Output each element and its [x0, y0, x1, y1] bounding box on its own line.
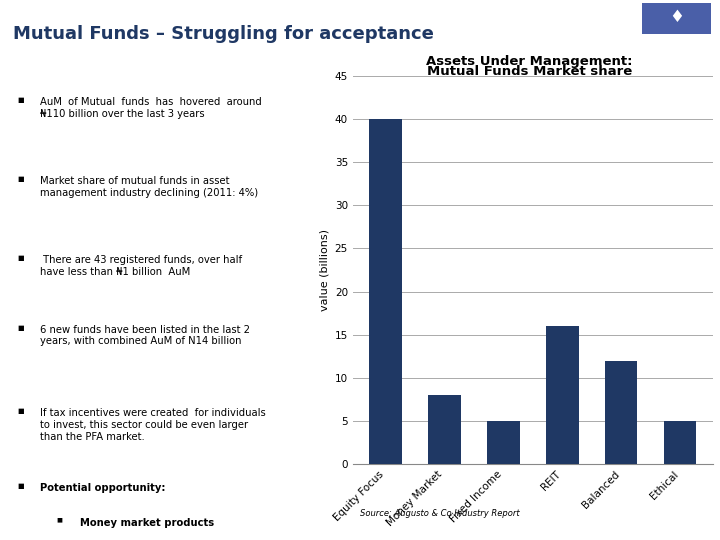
Text: Capital: Capital: [666, 52, 688, 57]
Text: Assets Under Management:: Assets Under Management:: [426, 55, 632, 68]
Text: ■: ■: [17, 408, 24, 415]
Text: Mutual Funds Market share: Mutual Funds Market share: [426, 65, 632, 78]
Text: ■: ■: [17, 97, 24, 103]
Text: ■: ■: [57, 517, 63, 523]
Text: ■: ■: [17, 325, 24, 331]
Bar: [428, 395, 461, 464]
Bar: [605, 361, 637, 464]
Text: Mutual Funds – Struggling for acceptance: Mutual Funds – Struggling for acceptance: [13, 25, 433, 43]
Text: ♦: ♦: [670, 9, 684, 26]
Text: 6 new funds have been listed in the last 2
years, with combined AuM of N14 billi: 6 new funds have been listed in the last…: [40, 325, 251, 347]
Text: AuM  of Mutual  funds  has  hovered  around
₦110 billion over the last 3 years: AuM of Mutual funds has hovered around ₦…: [40, 97, 262, 119]
Text: There are 43 registered funds, over half
have less than ₦1 billion  AuM: There are 43 registered funds, over half…: [40, 255, 243, 277]
Bar: [642, 3, 711, 34]
Text: ■: ■: [17, 255, 24, 261]
Text: ■: ■: [17, 176, 24, 183]
Text: Money market products: Money market products: [80, 517, 214, 528]
Y-axis label: value (billions): value (billions): [319, 229, 329, 311]
Bar: [546, 326, 578, 464]
Text: Market share of mutual funds in asset
management industry declining (2011: 4%): Market share of mutual funds in asset ma…: [40, 176, 258, 198]
Bar: [664, 421, 696, 464]
Text: ■: ■: [17, 483, 24, 489]
Bar: [487, 421, 520, 464]
Text: Potential opportunity:: Potential opportunity:: [40, 483, 166, 493]
Bar: [369, 119, 402, 464]
Text: If tax incentives were created  for individuals
to invest, this sector could be : If tax incentives were created for indiv…: [40, 408, 266, 442]
Text: Source: Augusto & Co Industry Report: Source: Augusto & Co Industry Report: [360, 509, 520, 518]
Text: FBN: FBN: [668, 40, 685, 49]
